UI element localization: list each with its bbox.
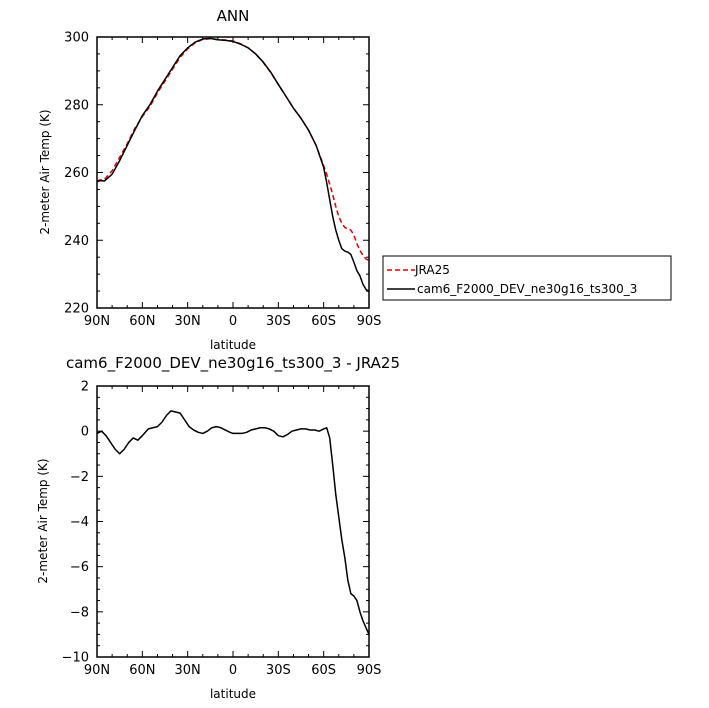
- series-line-top-0: [96, 37, 370, 262]
- y-tick-label: 220: [64, 302, 89, 317]
- y-tick-label: 2: [81, 380, 89, 395]
- ticks-bottom: [96, 385, 370, 658]
- panel-top: ANN 90N 60N 30N 0 30S 60S 90S 220 240 260 280 300 l…: [38, 7, 672, 352]
- y-tick-label: 300: [64, 31, 89, 46]
- chart-title-bottom: cam6_F2000_DEV_ne30g16_ts300_3 - JRA25: [66, 354, 400, 373]
- y-tick-label: −8: [70, 605, 89, 620]
- y-tick-label: −2: [70, 470, 89, 485]
- panel-bottom: cam6_F2000_DEV_ne30g16_ts300_3 - JRA25 9…: [36, 354, 400, 701]
- series-lines-top: [96, 37, 370, 293]
- series-line-bottom-0: [96, 410, 370, 635]
- plot-frame-top: [96, 36, 370, 309]
- x-tick-label: 60N: [129, 663, 155, 678]
- y-axis-label-bottom: 2-meter Air Temp (K): [36, 458, 50, 583]
- x-tick-label: 90S: [357, 663, 382, 678]
- x-tick-label: 90N: [84, 663, 110, 678]
- tick-labels-top: 90N 60N 30N 0 30S 60S 90S 220 240 260 280 300: [64, 31, 381, 330]
- legend-label-cam6: cam6_F2000_DEV_ne30g16_ts300_3: [417, 282, 637, 296]
- x-axis-label-bottom: latitude: [210, 687, 256, 701]
- legend-box: [382, 255, 672, 301]
- y-tick-label: 240: [64, 234, 89, 249]
- chart-title-top: ANN: [217, 7, 250, 25]
- legend-label-jra25: JRA25: [414, 263, 450, 277]
- y-tick-label: −10: [62, 651, 89, 666]
- x-tick-label: 30N: [175, 663, 201, 678]
- x-tick-label: 90N: [84, 314, 110, 329]
- x-tick-label: 90S: [357, 314, 382, 329]
- series-lines-bottom: [96, 410, 370, 635]
- x-tick-label: 30S: [266, 663, 291, 678]
- tick-labels-bottom: 90N 60N 30N 0 30S 60S 90S −10 −8 −6 −4 −2 0 2: [62, 380, 382, 679]
- x-tick-label: 0: [229, 663, 237, 678]
- x-tick-label: 0: [229, 314, 237, 329]
- x-tick-label: 60S: [311, 314, 336, 329]
- y-axis-label-top: 2-meter Air Temp (K): [38, 109, 52, 234]
- x-tick-label: 30N: [175, 314, 201, 329]
- x-tick-label: 60S: [311, 663, 336, 678]
- y-tick-label: 260: [64, 166, 89, 181]
- x-tick-label: 30S: [266, 314, 291, 329]
- legend: JRA25 cam6_F2000_DEV_ne30g16_ts300_3: [382, 255, 672, 301]
- y-tick-label: −4: [70, 515, 89, 530]
- series-line-top-1: [96, 37, 370, 293]
- plot-frame-bottom: [96, 385, 370, 658]
- y-tick-label: −6: [70, 560, 89, 575]
- x-tick-label: 60N: [129, 314, 155, 329]
- ticks-top: [96, 36, 370, 309]
- y-tick-label: 0: [81, 425, 89, 440]
- y-tick-label: 280: [64, 98, 89, 113]
- x-axis-label-top: latitude: [210, 338, 256, 352]
